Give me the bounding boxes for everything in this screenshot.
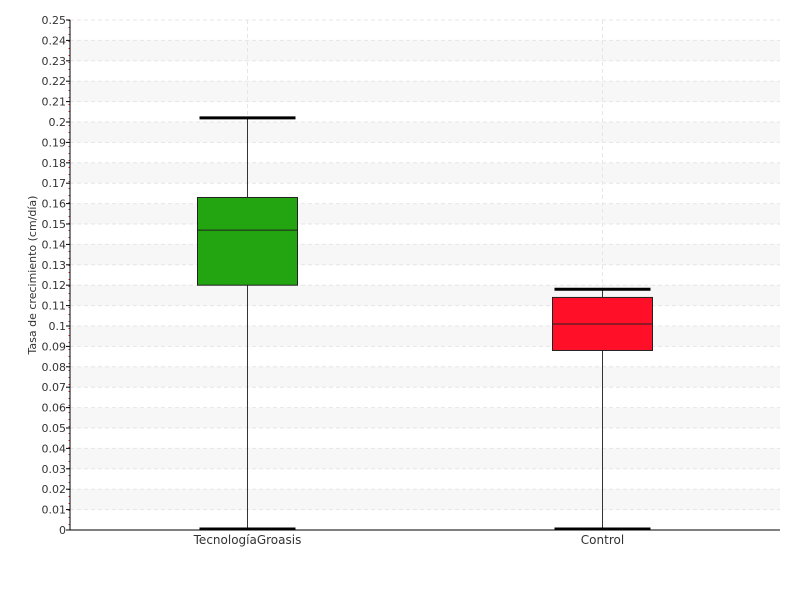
y-tick-label: 0.11: [42, 300, 67, 313]
grid-band: [70, 162, 780, 184]
grid-band: [70, 489, 780, 510]
y-tick-label: 0.24: [42, 34, 67, 47]
y-axis-ticks: 0 0.01 0.02 0.03 0.04 0.05 0.06 0.07 0.08 0.09 0.1…: [42, 14, 70, 537]
y-tick-label: 0: [59, 524, 66, 537]
y-tick-label: 0.08: [42, 361, 67, 374]
y-tick-label: 0.23: [42, 55, 67, 68]
y-tick-label: 0.14: [42, 238, 67, 251]
grid-band: [70, 326, 780, 347]
y-tick-label: 0.07: [42, 381, 67, 394]
x-category-label: TecnologíaGroasis: [193, 533, 302, 547]
y-tick-label: 0.03: [42, 463, 67, 476]
y-tick-label: 0.2: [49, 116, 67, 129]
box-1: [197, 116, 298, 531]
y-tick-label: 0.05: [42, 422, 67, 435]
plot-background-bands: [70, 40, 780, 510]
y-tick-label: 0.21: [42, 96, 67, 109]
grid-band: [70, 244, 780, 265]
y-tick-label: 0.22: [42, 75, 67, 88]
grid-band: [70, 40, 780, 61]
y-tick-label: 0.12: [42, 279, 67, 292]
grid-band: [70, 407, 780, 428]
grid-band: [70, 448, 780, 469]
box-series: [197, 116, 653, 531]
grid-band: [70, 203, 780, 224]
box-iqr: [197, 196, 298, 286]
grid-band: [70, 285, 780, 306]
y-tick-label: 0.25: [42, 14, 67, 27]
y-tick-label: 0.15: [42, 218, 67, 231]
y-tick-label: 0.02: [42, 483, 67, 496]
grid-band: [70, 122, 780, 143]
grid-lines: [68, 19, 780, 530]
y-tick-label: 0.04: [42, 442, 67, 455]
x-category-label: Control: [581, 533, 624, 547]
y-tick-label: 0.18: [42, 157, 67, 170]
y-tick-label: 0.1: [49, 320, 67, 333]
y-axis-title: Tasa de crecimiento (cm/día): [26, 196, 39, 356]
y-tick-label: 0.17: [42, 177, 67, 190]
grid-band: [70, 81, 780, 102]
y-tick-label: 0.19: [42, 136, 67, 149]
box-2: [552, 287, 653, 531]
x-axis-labels: TecnologíaGroasis Control: [193, 533, 625, 547]
y-tick-label: 0.06: [42, 402, 67, 415]
y-tick-label: 0.09: [42, 340, 67, 353]
y-tick-label: 0.16: [42, 198, 67, 211]
y-tick-label: 0.13: [42, 259, 67, 272]
y-tick-label: 0.01: [42, 504, 67, 517]
grid-band: [70, 366, 780, 388]
